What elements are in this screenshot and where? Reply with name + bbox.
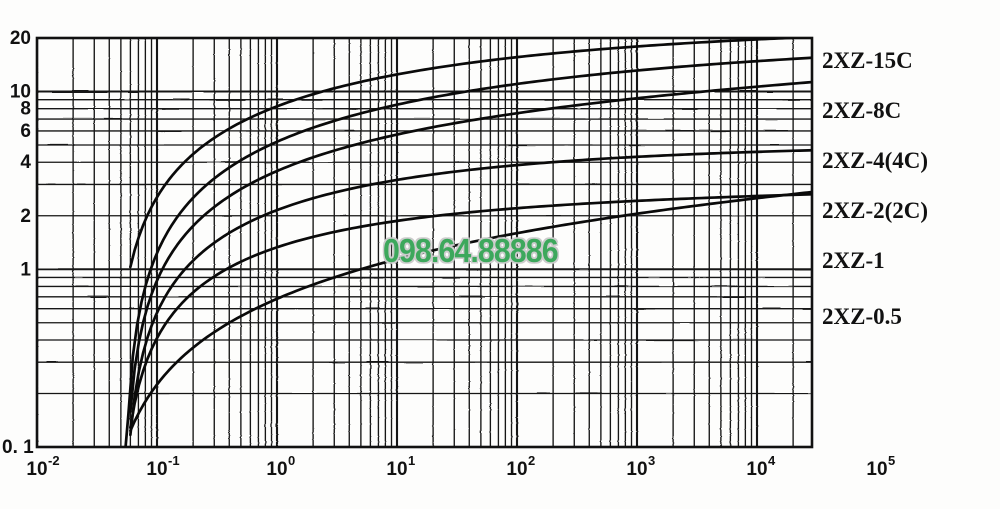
svg-text:4: 4: [20, 152, 31, 173]
svg-text:10: 10: [266, 459, 287, 480]
svg-text:2: 2: [20, 206, 31, 227]
svg-text:1: 1: [20, 259, 31, 280]
svg-text:10: 10: [386, 459, 407, 480]
svg-text:2XZ-15C: 2XZ-15C: [822, 48, 913, 73]
svg-text:0. 1: 0. 1: [2, 437, 34, 458]
svg-text:2XZ-2(2C): 2XZ-2(2C): [822, 198, 928, 223]
svg-text:1: 1: [408, 453, 415, 468]
svg-text:2XZ-8C: 2XZ-8C: [822, 98, 901, 123]
svg-text:2XZ-4(4C): 2XZ-4(4C): [822, 148, 928, 173]
svg-text:0: 0: [288, 453, 295, 468]
svg-text:-2: -2: [48, 453, 60, 468]
svg-text:3: 3: [648, 453, 655, 468]
svg-text:10: 10: [746, 459, 767, 480]
svg-text:20: 20: [10, 28, 31, 49]
svg-text:10: 10: [506, 459, 527, 480]
svg-text:10: 10: [626, 459, 647, 480]
svg-text:5: 5: [888, 453, 895, 468]
svg-text:10: 10: [866, 459, 887, 480]
svg-text:2: 2: [528, 453, 535, 468]
svg-text:8: 8: [20, 99, 31, 120]
svg-text:2XZ-1: 2XZ-1: [822, 248, 885, 273]
svg-text:-1: -1: [168, 453, 180, 468]
svg-text:6: 6: [20, 121, 31, 142]
svg-text:4: 4: [768, 453, 776, 468]
svg-text:10: 10: [146, 459, 167, 480]
svg-text:10: 10: [26, 459, 47, 480]
svg-text:2XZ-0.5: 2XZ-0.5: [822, 304, 902, 329]
